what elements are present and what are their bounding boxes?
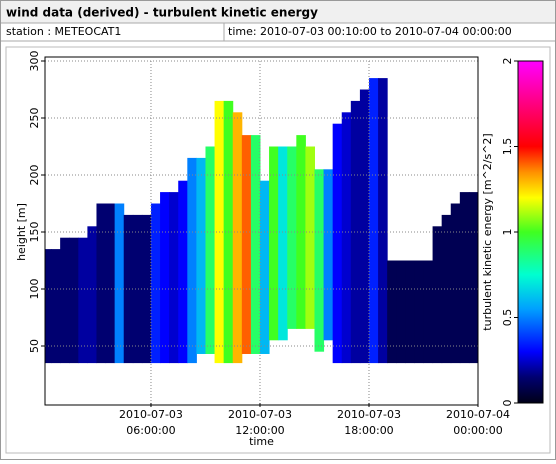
heat-cell (123, 214, 134, 364)
heat-cell (423, 260, 434, 364)
heat-cell (368, 78, 379, 364)
colorbar-tick-label: 1.5 (501, 138, 514, 156)
heat-cell (141, 214, 152, 364)
heat-cell (314, 169, 325, 352)
heat-cell (259, 180, 270, 354)
x-tick-label: 2010-07-03 12:00:00 (228, 408, 292, 437)
heat-cell (150, 203, 161, 364)
heat-cell (178, 180, 188, 364)
heat-cell (160, 192, 170, 364)
heat-cell (359, 89, 370, 364)
plot-panel (5, 46, 551, 454)
heat-cell (87, 226, 97, 364)
heat-cell (378, 78, 388, 364)
colorbar-tick-label: 0.5 (501, 309, 514, 327)
heat-cell (132, 214, 143, 364)
heat-cell (105, 203, 116, 364)
y-axis-label: height [m] (15, 203, 28, 261)
heat-cell (296, 135, 306, 329)
y-tick-label: 100 (28, 279, 41, 300)
heat-cell (396, 260, 406, 364)
title: wind data (derived) - turbulent kinetic … (6, 6, 318, 20)
heat-cell (269, 146, 279, 341)
heat-cell (196, 157, 206, 354)
x-tick-label: 2010-07-03 18:00:00 (337, 408, 401, 437)
x-tick-label: 2010-07-03 06:00:00 (119, 408, 183, 437)
heat-cell (96, 203, 107, 364)
y-tick-label: 250 (28, 108, 41, 129)
y-tick-label: 50 (28, 339, 41, 353)
heat-cell (187, 157, 197, 364)
y-tick-label: 150 (28, 222, 41, 243)
heat-cell (60, 237, 70, 364)
heat-cell (51, 249, 61, 364)
heat-cell (114, 203, 125, 364)
heat-cell (332, 123, 343, 364)
station: station : METEOCAT1 (6, 25, 121, 38)
heat-cell (414, 260, 424, 364)
heat-cell (432, 226, 443, 364)
heat-cell (405, 260, 415, 364)
heat-cell (78, 237, 88, 364)
x-axis-label: time (249, 435, 274, 448)
heat-cell (468, 192, 479, 364)
heat-cell (450, 203, 461, 364)
time-range: time: 2010-07-03 00:10:00 to 2010-07-04 … (228, 25, 512, 38)
heat-cell (205, 146, 216, 354)
colorbar-tick-label: 1 (501, 229, 514, 236)
heat-cell (287, 146, 297, 329)
heat-cell (278, 146, 288, 341)
heat-cell (323, 169, 334, 341)
y-tick-label: 300 (28, 51, 41, 72)
heat-cell (387, 260, 397, 364)
heat-cell (241, 135, 252, 354)
heat-cell (69, 237, 79, 364)
heat-cell (305, 146, 315, 329)
heat-cell (341, 112, 352, 364)
heat-cell (459, 192, 470, 364)
heat-cell (232, 112, 243, 364)
x-tick-label: 2010-07-04 00:00:00 (446, 408, 510, 437)
colorbar-tick-label: 0 (501, 400, 514, 407)
heat-cell (250, 135, 261, 354)
colorbar-label: turbulent kinetic energy [m^2/s^2] (481, 133, 494, 330)
heat-cell (350, 100, 361, 364)
heat-cell (441, 214, 452, 364)
heat-cell (169, 192, 179, 364)
title-bar (1, 1, 555, 23)
heat-cell (45, 249, 52, 364)
plot-frame (44, 56, 479, 406)
colorbar-tick-label: 2 (501, 58, 514, 65)
colorbar (517, 60, 544, 404)
y-tick-label: 200 (28, 165, 41, 186)
